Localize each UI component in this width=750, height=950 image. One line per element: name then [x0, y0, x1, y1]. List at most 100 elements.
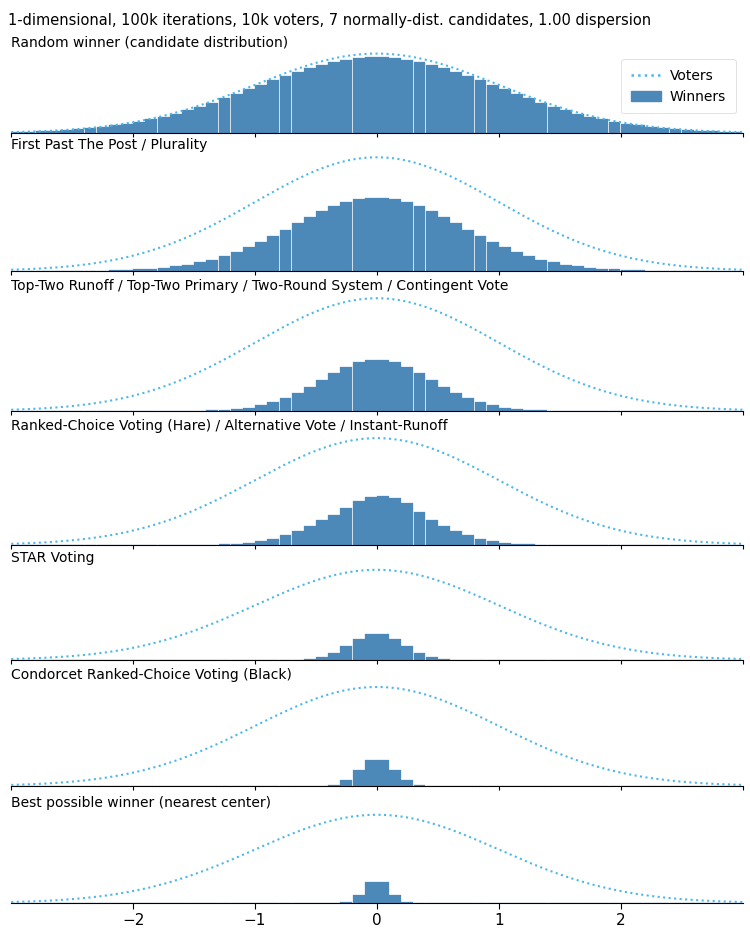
Bar: [280, 76, 292, 133]
Bar: [413, 653, 425, 660]
Bar: [450, 71, 462, 133]
Bar: [328, 785, 340, 786]
Bar: [645, 127, 657, 133]
Bar: [304, 217, 316, 271]
Bar: [340, 367, 352, 411]
Bar: [304, 659, 316, 660]
Bar: [292, 393, 304, 411]
Bar: [60, 130, 72, 133]
Bar: [364, 882, 376, 903]
Bar: [462, 536, 474, 545]
Bar: [340, 780, 352, 786]
Bar: [670, 129, 682, 133]
Bar: [426, 520, 438, 545]
Bar: [134, 270, 146, 271]
Bar: [280, 398, 292, 411]
Text: STAR Voting: STAR Voting: [11, 551, 94, 565]
Bar: [231, 409, 243, 411]
Bar: [267, 403, 279, 411]
Bar: [487, 406, 499, 411]
Bar: [633, 125, 645, 133]
Legend: Voters, Winners: Voters, Winners: [621, 59, 736, 113]
Bar: [158, 117, 170, 133]
Bar: [621, 270, 633, 271]
Bar: [218, 99, 230, 133]
Bar: [255, 85, 267, 133]
Bar: [413, 512, 425, 545]
Bar: [364, 57, 376, 133]
Bar: [292, 531, 304, 545]
Bar: [364, 760, 376, 786]
Bar: [352, 770, 364, 786]
Bar: [377, 360, 389, 411]
Bar: [121, 270, 133, 271]
Bar: [109, 125, 121, 133]
Bar: [413, 206, 425, 271]
Bar: [389, 639, 401, 660]
Bar: [340, 202, 352, 271]
Bar: [328, 206, 340, 271]
Bar: [706, 131, 718, 133]
Bar: [560, 265, 572, 271]
Bar: [511, 252, 523, 271]
Bar: [572, 266, 584, 271]
Bar: [389, 58, 401, 133]
Bar: [475, 80, 487, 133]
Text: First Past The Post / Plurality: First Past The Post / Plurality: [11, 138, 208, 152]
Bar: [389, 362, 401, 411]
Bar: [462, 230, 474, 271]
Bar: [608, 122, 620, 133]
Bar: [499, 247, 511, 271]
Bar: [499, 89, 511, 133]
Bar: [255, 541, 267, 545]
Bar: [316, 65, 328, 133]
Text: Ranked-Choice Voting (Hare) / Alternative Vote / Instant-Runoff: Ranked-Choice Voting (Hare) / Alternativ…: [11, 419, 448, 433]
Bar: [316, 211, 328, 271]
Bar: [511, 409, 523, 411]
Bar: [97, 127, 109, 133]
Bar: [218, 409, 230, 411]
Bar: [389, 200, 401, 271]
Bar: [487, 85, 499, 133]
Text: Best possible winner (nearest center): Best possible winner (nearest center): [11, 796, 272, 810]
Bar: [572, 114, 584, 133]
Bar: [280, 536, 292, 545]
Bar: [462, 398, 474, 411]
Bar: [730, 132, 742, 133]
Bar: [438, 659, 450, 660]
Bar: [316, 521, 328, 545]
Bar: [377, 497, 389, 545]
Bar: [426, 211, 438, 271]
Bar: [377, 882, 389, 903]
Bar: [194, 262, 206, 271]
Bar: [426, 380, 438, 411]
Bar: [121, 124, 133, 133]
Bar: [694, 131, 706, 133]
Bar: [280, 230, 292, 271]
Bar: [560, 110, 572, 133]
Bar: [413, 373, 425, 411]
Bar: [438, 526, 450, 545]
Bar: [536, 259, 548, 271]
Bar: [475, 539, 487, 545]
Bar: [316, 380, 328, 411]
Bar: [328, 653, 340, 660]
Bar: [401, 202, 413, 271]
Bar: [340, 646, 352, 660]
Bar: [389, 498, 401, 545]
Bar: [438, 67, 450, 133]
Bar: [304, 526, 316, 545]
Bar: [426, 656, 438, 660]
Bar: [134, 122, 146, 133]
Bar: [401, 646, 413, 660]
Bar: [340, 508, 352, 545]
Bar: [401, 902, 413, 903]
Bar: [243, 247, 255, 271]
Bar: [352, 58, 364, 133]
Bar: [304, 387, 316, 411]
Bar: [487, 541, 499, 545]
Bar: [182, 265, 194, 271]
Bar: [389, 895, 401, 903]
Bar: [450, 531, 462, 545]
Bar: [524, 409, 536, 411]
